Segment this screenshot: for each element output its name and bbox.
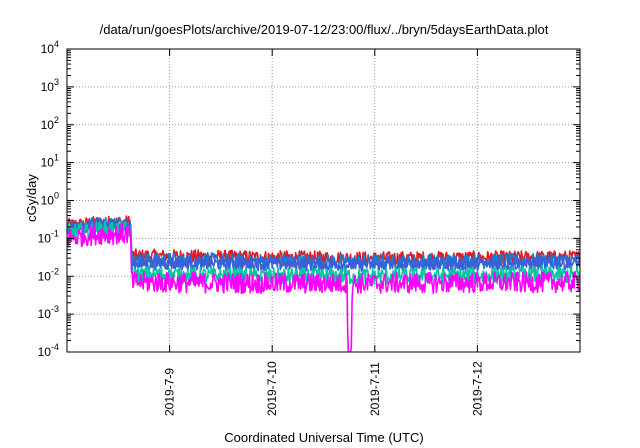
y-tick-label: 10-1 xyxy=(38,228,59,245)
y-tick-label: 101 xyxy=(41,153,59,170)
y-tick-label: 100 xyxy=(41,191,59,208)
series-line-5 xyxy=(67,223,580,352)
series-layer xyxy=(67,215,580,352)
axis-ticks: 10-4 10-3 10-2 10-1 100 101 102 103 104 2019-7-9 2… xyxy=(38,39,580,416)
x-axis-label: Coordinated Universal Time (UTC) xyxy=(224,430,423,445)
y-tick-label: 10-4 xyxy=(38,342,59,359)
x-tick-label: 2019-7-11 xyxy=(368,362,382,416)
chart-title: /data/run/goesPlots/archive/2019-07-12/2… xyxy=(100,22,549,37)
x-tick-label: 2019-7-12 xyxy=(470,361,484,416)
x-tick-label: 2019-7-10 xyxy=(265,361,279,416)
x-tick-label: 2019-7-9 xyxy=(163,368,177,416)
y-tick-label: 104 xyxy=(41,39,59,56)
y-tick-label: 102 xyxy=(41,115,59,132)
y-tick-label: 10-2 xyxy=(38,266,59,283)
y-axis-label: cGy/day xyxy=(24,174,39,222)
grid-lines xyxy=(67,49,580,352)
y-tick-label: 103 xyxy=(41,77,59,94)
series-line-3 xyxy=(67,218,580,272)
y-tick-label: 10-3 xyxy=(38,304,59,321)
plot-frame xyxy=(66,48,581,353)
